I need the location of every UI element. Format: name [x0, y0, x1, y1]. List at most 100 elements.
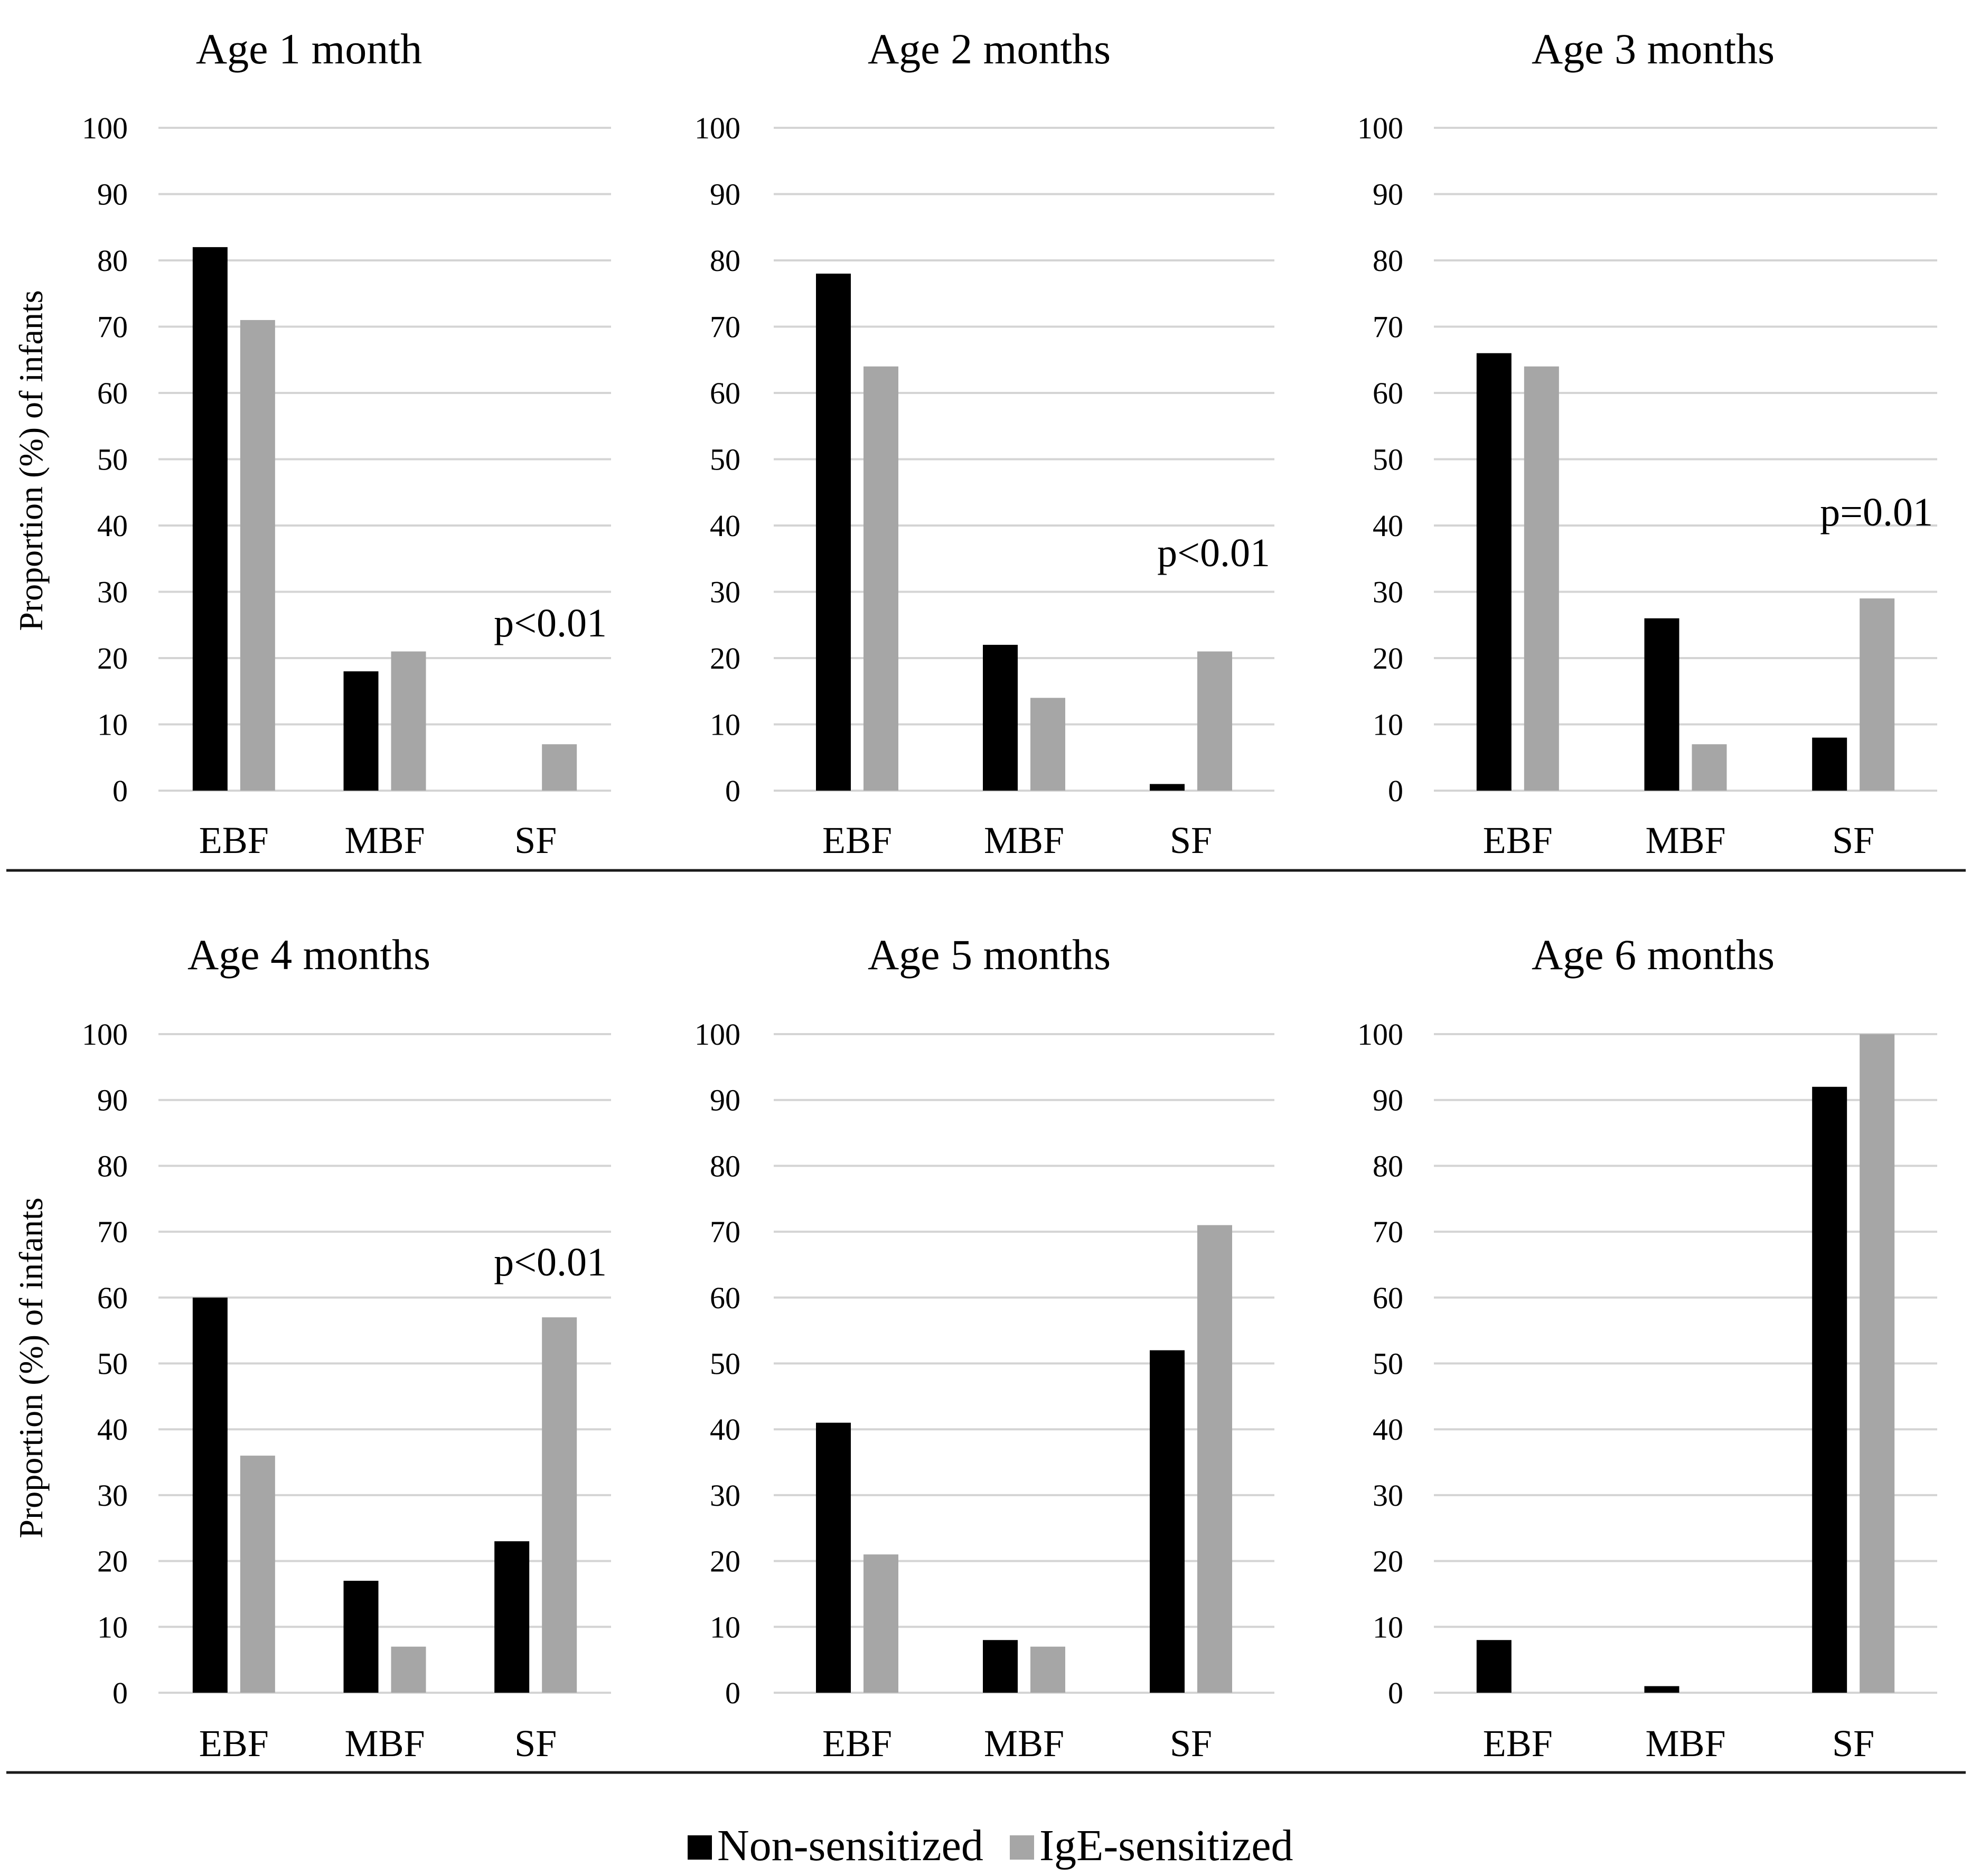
y-tick-label-40: 40	[1373, 1412, 1403, 1447]
bar-sf-ige-sensitized	[1860, 598, 1895, 791]
bar-ebf-non-sensitized	[1476, 353, 1512, 791]
y-tick-label-30: 30	[1373, 1478, 1403, 1513]
y-tick-label-40: 40	[710, 1412, 740, 1447]
bar-sf-ige-sensitized	[542, 1317, 577, 1693]
y-tick-label-70: 70	[1373, 1215, 1403, 1249]
bar-ebf-non-sensitized	[816, 274, 851, 791]
bar-mbf-non-sensitized	[343, 671, 379, 791]
y-tick-label-40: 40	[97, 509, 128, 543]
y-tick-label-100: 100	[694, 1017, 740, 1052]
x-tick-label-sf: SF	[1832, 1722, 1874, 1765]
y-tick-label-20: 20	[1373, 641, 1403, 676]
x-tick-label-ebf: EBF	[1483, 819, 1553, 861]
y-tick-label-0: 0	[1388, 774, 1403, 808]
y-tick-label-100: 100	[694, 111, 740, 145]
y-tick-label-80: 80	[97, 1149, 128, 1183]
significance-annotation: p=0.01	[1820, 490, 1933, 534]
y-tick-label-100: 100	[1357, 1017, 1403, 1052]
x-tick-label-ebf: EBF	[822, 819, 892, 861]
y-tick-label-20: 20	[97, 641, 128, 676]
x-tick-label-sf: SF	[1170, 819, 1212, 861]
bar-ebf-non-sensitized	[192, 247, 228, 791]
y-tick-label-100: 100	[82, 1017, 128, 1052]
significance-annotation: p<0.01	[494, 601, 607, 645]
y-tick-label-10: 10	[1373, 1610, 1403, 1644]
y-tick-label-50: 50	[710, 443, 740, 477]
y-tick-label-90: 90	[710, 177, 740, 212]
y-tick-label-80: 80	[1373, 243, 1403, 278]
y-tick-label-50: 50	[1373, 443, 1403, 477]
chart-panel-age-4-months: Age 4 months 0 10 20 30 40 50 60 70 80 90 100 EBF MBF…	[12, 931, 611, 1765]
x-tick-label-ebf: EBF	[1483, 1722, 1553, 1765]
y-tick-label-60: 60	[97, 376, 128, 410]
y-tick-label-10: 10	[710, 708, 740, 742]
bar-ebf-non-sensitized	[1476, 1640, 1512, 1693]
y-tick-label-80: 80	[1373, 1149, 1403, 1183]
bar-sf-ige-sensitized	[1197, 1225, 1232, 1693]
bar-mbf-ige-sensitized	[1030, 698, 1065, 791]
chart-title-age-3-months: Age 3 months	[1532, 25, 1775, 73]
x-tick-label-sf: SF	[514, 819, 557, 861]
y-tick-label-60: 60	[1373, 1281, 1403, 1315]
y-tick-label-90: 90	[1373, 1083, 1403, 1118]
y-tick-label-60: 60	[1373, 376, 1403, 410]
legend-label-non-sensitized: Non-sensitized	[717, 1821, 983, 1870]
x-tick-label-mbf: MBF	[984, 1722, 1064, 1765]
y-tick-label-10: 10	[1373, 708, 1403, 742]
x-tick-label-sf: SF	[1832, 819, 1874, 861]
bar-ebf-ige-sensitized	[1524, 366, 1559, 791]
bar-sf-non-sensitized	[1150, 1350, 1185, 1693]
x-tick-label-mbf: MBF	[344, 819, 425, 861]
x-tick-label-mbf: MBF	[344, 1722, 425, 1765]
bar-sf-non-sensitized	[494, 1541, 530, 1693]
y-tick-label-90: 90	[97, 1083, 128, 1118]
bar-mbf-ige-sensitized	[391, 651, 426, 791]
chart-panel-age-6-months: Age 6 months 0 10 20 30 40 50 60 70 80 90 100 EBF MBF…	[1357, 931, 1937, 1765]
y-tick-label-40: 40	[1373, 509, 1403, 543]
y-tick-label-20: 20	[710, 1544, 740, 1579]
y-tick-label-70: 70	[97, 310, 128, 344]
chart-panel-age-3-months: Age 3 months 0 10 20 30 40 50 60 70 80 90 100 EBF MBF…	[1357, 25, 1937, 861]
chart-panel-age-5-months: Age 5 months 0 10 20 30 40 50 60 70 80 90 100 EBF MBF…	[694, 931, 1274, 1765]
bar-mbf-non-sensitized	[1644, 618, 1679, 791]
y-tick-label-30: 30	[710, 575, 740, 609]
bar-ebf-non-sensitized	[816, 1422, 851, 1693]
y-tick-label-20: 20	[710, 641, 740, 676]
bar-mbf-ige-sensitized	[391, 1646, 426, 1693]
bar-sf-non-sensitized	[1812, 737, 1847, 791]
bar-ebf-ige-sensitized	[240, 320, 275, 791]
y-tick-label-90: 90	[710, 1083, 740, 1118]
y-tick-label-40: 40	[710, 509, 740, 543]
y-tick-label-50: 50	[710, 1347, 740, 1381]
significance-annotation: p<0.01	[1157, 531, 1270, 575]
y-tick-label-30: 30	[1373, 575, 1403, 609]
y-tick-label-100: 100	[1357, 111, 1403, 145]
chart-title-age-2-months: Age 2 months	[868, 25, 1111, 73]
bar-ebf-non-sensitized	[192, 1297, 228, 1693]
x-tick-label-mbf: MBF	[1645, 1722, 1725, 1765]
legend-swatch-ige-sensitized	[1010, 1835, 1034, 1860]
y-tick-label-50: 50	[1373, 1347, 1403, 1381]
legend-swatch-non-sensitized	[688, 1835, 712, 1860]
bar-sf-ige-sensitized	[542, 744, 577, 791]
y-tick-label-60: 60	[710, 1281, 740, 1315]
bar-mbf-ige-sensitized	[1692, 744, 1727, 791]
chart-panel-age-1-month: Age 1 month 0 10 20 30 40 50 60 70 80 90 100 EBF MBF S…	[12, 25, 611, 861]
y-tick-label-60: 60	[97, 1281, 128, 1315]
bar-sf-non-sensitized	[1812, 1086, 1847, 1693]
y-tick-label-80: 80	[710, 1149, 740, 1183]
bar-ebf-ige-sensitized	[240, 1456, 275, 1693]
bar-mbf-non-sensitized	[1644, 1686, 1679, 1693]
chart-title-age-4-months: Age 4 months	[187, 931, 430, 979]
y-tick-label-100: 100	[82, 111, 128, 145]
bar-mbf-non-sensitized	[343, 1581, 379, 1693]
x-tick-label-ebf: EBF	[199, 819, 269, 861]
x-tick-label-ebf: EBF	[199, 1722, 269, 1765]
chart-panel-age-2-months: Age 2 months 0 10 20 30 40 50 60 70 80 90 100 EBF MBF…	[694, 25, 1274, 861]
y-axis-label: Proportion (%) of infants	[12, 1197, 50, 1538]
x-tick-label-mbf: MBF	[984, 819, 1064, 861]
legend-label-ige-sensitized: IgE-sensitized	[1039, 1821, 1293, 1870]
y-tick-label-30: 30	[710, 1478, 740, 1513]
bar-mbf-ige-sensitized	[1030, 1646, 1065, 1693]
